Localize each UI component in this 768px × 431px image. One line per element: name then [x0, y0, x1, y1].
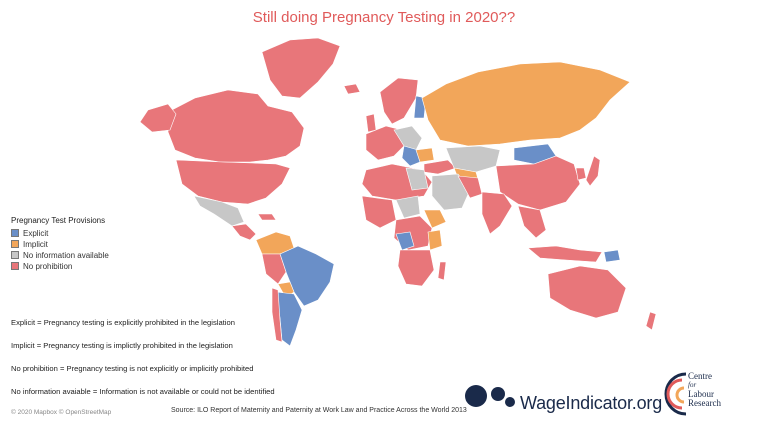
region-caribbean[interactable] [257, 213, 277, 221]
legend-label: No information available [23, 250, 109, 260]
region-madagascar[interactable] [437, 261, 447, 281]
legend-swatch [11, 229, 19, 237]
region-indonesia[interactable] [527, 245, 603, 263]
region-russia[interactable] [421, 61, 631, 147]
legend-label: Explicit [23, 228, 49, 238]
clr-line: Labour [688, 389, 714, 399]
region-alaska[interactable] [139, 103, 177, 133]
legend-label: Implicit [23, 239, 48, 249]
clr-logo-icon [664, 372, 687, 416]
note-implicit: Implicit = Pregnancy testing is implictl… [11, 341, 233, 350]
legend-swatch [11, 262, 19, 270]
region-eastern-europe[interactable] [401, 145, 421, 167]
region-balkans[interactable] [415, 147, 435, 163]
legend-item-implicit[interactable]: Implicit [11, 239, 109, 249]
legend-swatch [11, 251, 19, 259]
region-india[interactable] [481, 191, 513, 235]
region-west-africa[interactable] [361, 195, 397, 229]
region-turkey[interactable] [423, 159, 457, 175]
region-western-europe[interactable] [365, 125, 405, 161]
region-papua[interactable] [603, 249, 621, 263]
source-text: Source: ILO Report of Maternity and Pate… [171, 407, 467, 414]
note-explicit: Explicit = Pregnancy testing is explicit… [11, 318, 235, 327]
region-canada[interactable] [167, 89, 305, 163]
region-japan[interactable] [585, 155, 601, 187]
region-southern-africa[interactable] [397, 249, 435, 287]
map-legend: Pregnancy Test Provisions Explicit Impli… [11, 216, 109, 272]
wageindicator-logo[interactable]: WageIndicator.org [520, 393, 663, 413]
region-iceland[interactable] [343, 83, 361, 95]
region-horn-africa[interactable] [423, 209, 447, 229]
region-usa[interactable] [175, 159, 291, 205]
legend-label: No prohibition [23, 261, 73, 271]
legend-item-no-prohibition[interactable]: No prohibition [11, 261, 109, 271]
region-middle-east[interactable] [431, 173, 471, 211]
region-mexico[interactable] [193, 195, 245, 227]
region-chile[interactable] [271, 287, 283, 343]
clr-line: for [688, 381, 697, 389]
region-korea[interactable] [575, 167, 587, 181]
region-east-africa[interactable] [427, 229, 443, 251]
region-drc[interactable] [395, 231, 415, 251]
region-greenland[interactable] [261, 37, 341, 99]
region-china[interactable] [495, 155, 581, 211]
region-uk[interactable] [365, 113, 377, 133]
legend-title: Pregnancy Test Provisions [11, 216, 106, 225]
note-no-info: No information avaiable = Information is… [11, 387, 275, 396]
map-attribution[interactable]: © 2020 Mapbox © OpenStreetMap [11, 409, 112, 416]
clr-logo[interactable]: Centre for Labour Research [688, 372, 721, 408]
region-new-zealand[interactable] [645, 311, 657, 331]
clr-line: Centre [688, 371, 712, 381]
region-australia[interactable] [547, 265, 627, 319]
region-peru[interactable] [261, 253, 287, 285]
region-sahel[interactable] [395, 195, 421, 219]
map-title: Still doing Pregnancy Testing in 2020?? [252, 9, 516, 26]
legend-swatch [11, 240, 19, 248]
note-no-prohibition: No prohibition = Pregnancy testing is no… [11, 364, 254, 373]
region-central-america[interactable] [231, 223, 257, 241]
region-se-asia[interactable] [517, 205, 547, 239]
clr-line: Research [688, 398, 721, 408]
region-central-europe[interactable] [393, 125, 423, 151]
legend-item-no-info[interactable]: No information available [11, 250, 109, 260]
legend-item-explicit[interactable]: Explicit [11, 228, 109, 238]
wageindicator-logo-icon [465, 385, 515, 407]
region-egypt[interactable] [405, 167, 429, 191]
region-scandinavia[interactable] [379, 77, 419, 125]
definitions-notes: Explicit = Pregnancy testing is explicit… [11, 318, 275, 410]
